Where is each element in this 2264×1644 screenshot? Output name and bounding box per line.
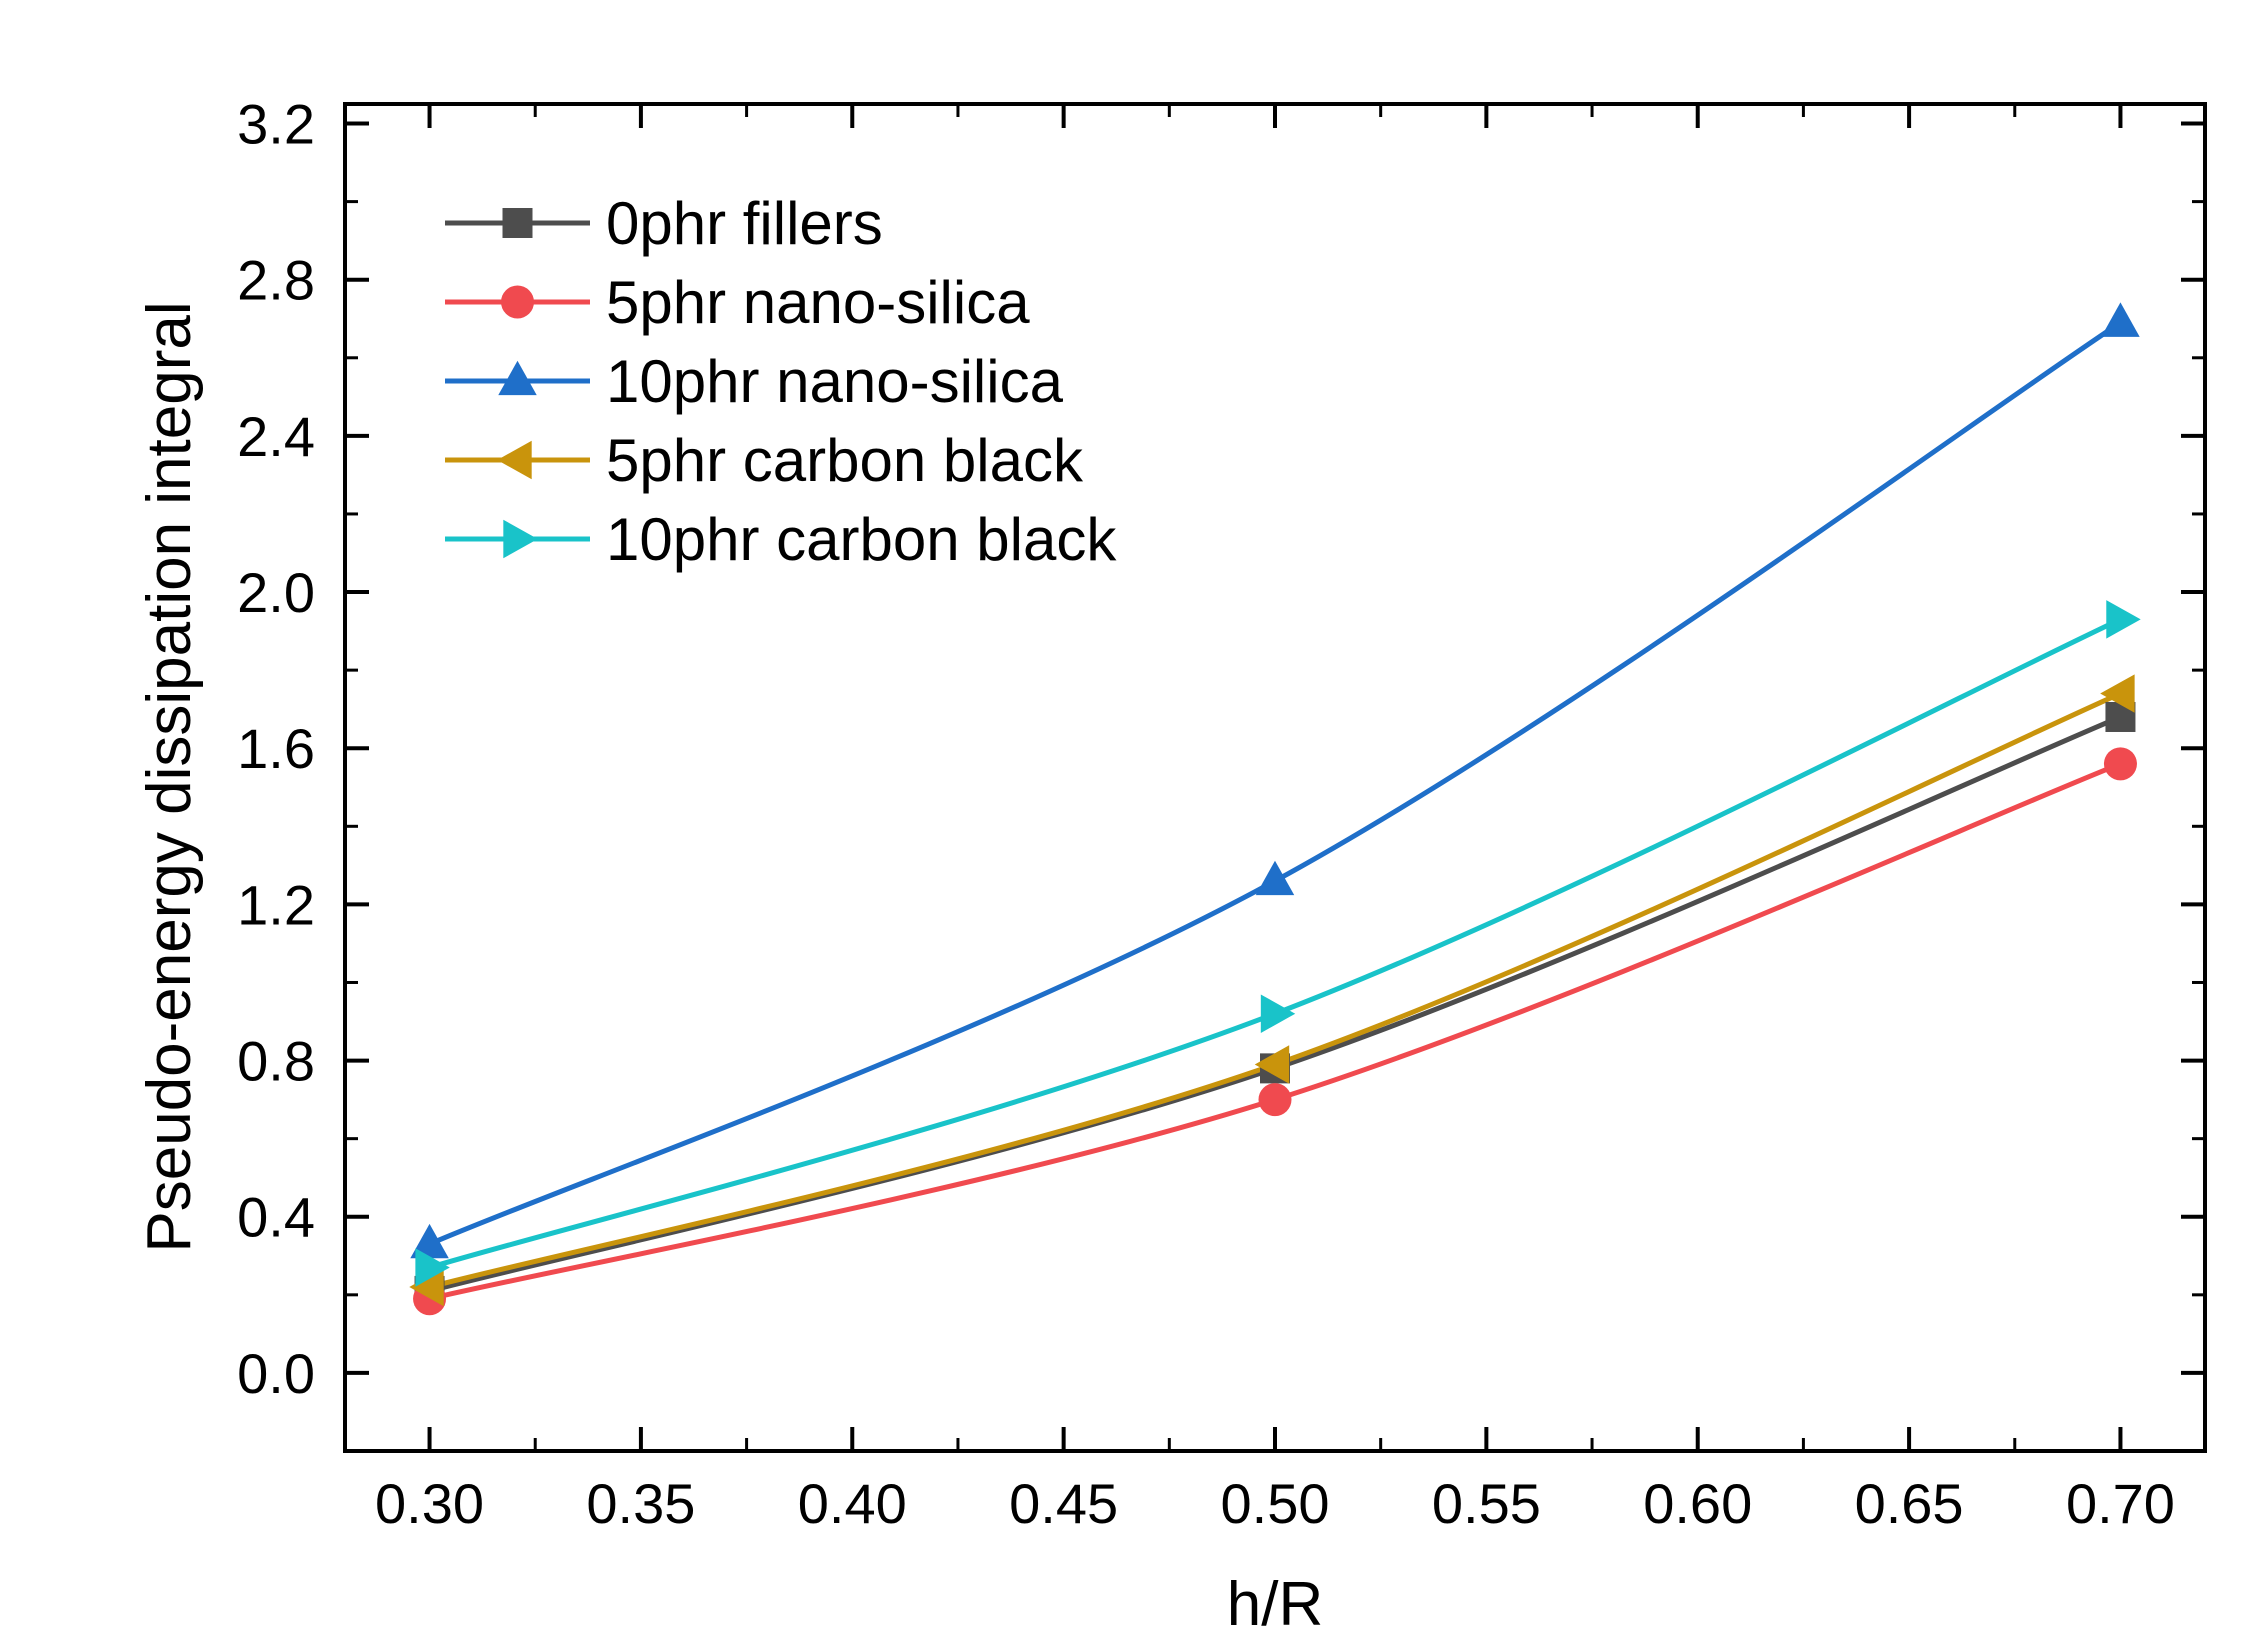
data-point-10phr-nano-silica xyxy=(410,1223,449,1259)
legend-marker-5phr-nano-silica xyxy=(501,285,534,319)
x-tick-label: 0.65 xyxy=(1855,1472,1964,1535)
y-tick-label: 0.8 xyxy=(237,1030,315,1093)
data-point-10phr-nano-silica xyxy=(1255,860,1295,896)
legend-label: 0phr fillers xyxy=(606,190,883,257)
data-point-10phr-nano-silica xyxy=(2101,302,2140,337)
legend-item: 10phr carbon black xyxy=(445,506,1117,573)
x-tick-label: 0.45 xyxy=(1009,1472,1118,1535)
legend-label: 5phr carbon black xyxy=(606,427,1084,494)
series-line-5phr-nano-silica xyxy=(428,761,2122,1302)
x-tick-label: 0.30 xyxy=(375,1472,484,1535)
x-tick-label: 0.35 xyxy=(586,1472,695,1535)
legend-item: 0phr fillers xyxy=(445,190,883,257)
y-tick-label: 0.4 xyxy=(237,1186,315,1249)
data-point-10phr-carbon-black xyxy=(1260,994,1296,1033)
y-tick-label: 1.2 xyxy=(237,873,315,936)
data-point-5phr-carbon-black xyxy=(1254,1045,1290,1084)
y-tick-label: 0.0 xyxy=(237,1342,315,1405)
legend-label: 10phr nano-silica xyxy=(606,348,1064,415)
data-point-5phr-nano-silica xyxy=(2103,747,2137,781)
legend-item: 5phr carbon black xyxy=(445,427,1084,494)
legend-marker-10phr-nano-silica xyxy=(498,360,537,396)
x-tick-label: 0.50 xyxy=(1221,1472,1330,1535)
data-point-5phr-carbon-black xyxy=(409,1267,444,1307)
legend: 0phr fillers 5phr nano-silica 10phr nano-s… xyxy=(445,190,1117,573)
data-point-5phr-nano-silica xyxy=(1258,1083,1292,1117)
x-tick-label: 0.40 xyxy=(798,1472,907,1535)
y-tick-label: 3.2 xyxy=(237,93,315,156)
y-tick-label: 2.4 xyxy=(237,405,315,468)
series-line-10phr-carbon-black xyxy=(428,617,2122,1270)
legend-label: 5phr nano-silica xyxy=(606,269,1030,336)
series-markers xyxy=(409,302,2141,1316)
data-point-5phr-carbon-black xyxy=(2100,674,2135,713)
legend-marker-10phr-carbon-black xyxy=(503,519,538,559)
x-tick-label: 0.70 xyxy=(2066,1472,2175,1535)
x-tick-label: 0.55 xyxy=(1432,1472,1541,1535)
legend-item: 5phr nano-silica xyxy=(445,269,1030,336)
y-tick-label: 2.0 xyxy=(237,561,315,624)
y-tick-label: 2.8 xyxy=(237,249,315,312)
axis-ticks: 0.30 0.35 0.40 0.45 0.50 0.55 0.60 0.65 0.70 0.0 0… xyxy=(237,93,2205,1535)
data-point-10phr-carbon-black xyxy=(415,1248,450,1287)
legend-marker-0phr-fillers xyxy=(502,208,533,238)
data-point-10phr-carbon-black xyxy=(2106,600,2141,639)
legend-label: 10phr carbon black xyxy=(606,506,1117,573)
legend-item: 10phr nano-silica xyxy=(445,348,1064,415)
y-tick-label: 1.6 xyxy=(237,717,315,780)
y-axis-title: Pseudo-energy dissipation integral xyxy=(135,301,204,1252)
x-tick-label: 0.60 xyxy=(1643,1472,1752,1535)
legend-marker-5phr-carbon-black xyxy=(497,440,532,480)
x-axis-title: h/R xyxy=(1227,1570,1323,1639)
